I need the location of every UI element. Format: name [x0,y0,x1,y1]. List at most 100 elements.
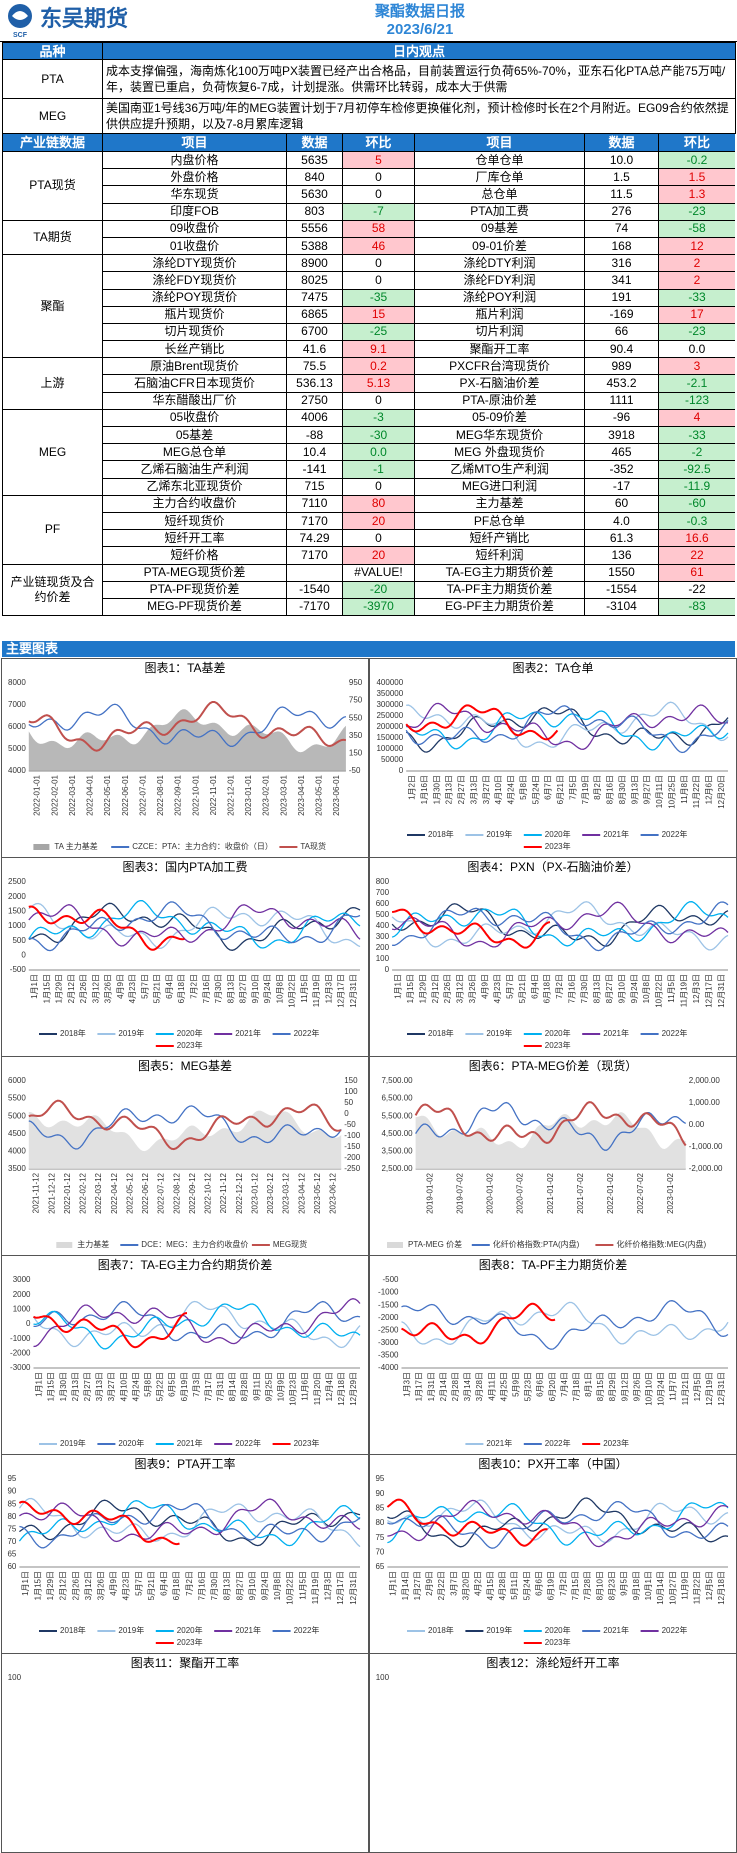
data-row: 乙烯石脑油生产利润 -141 -1 乙烯MTO生产利润 -352 -92.5 [3,460,735,479]
x-tick-label: 2023-04-12 [297,1172,306,1213]
y-tick-label: 100 [376,954,390,963]
x-tick-label: 3月27日 [107,1372,116,1401]
item-cell: TA-EG主力期货价差 [414,563,585,582]
data-row: MEG 05收盘价 4006 -3 05-09价差 -96 4 [2,408,735,496]
x-tick-label: 5月8日 [519,775,528,800]
change-cell: -83 [658,597,735,617]
x-tick-label: 7月17日 [204,1372,213,1401]
x-tick-label: 2022-11-01 [209,774,218,815]
y2-tick-label: -50 [349,766,361,775]
x-tick-label: 2020-01-02 [486,1172,495,1213]
y-tick-label: 5000 [8,744,26,753]
x-tick-label: 7月28日 [583,1571,592,1600]
item-cell: 05-09价差 [414,408,585,428]
y-tick-label: -3000 [10,1363,31,1372]
item-cell: 厂库仓单 [414,168,585,187]
x-tick-label: 5月7日 [140,974,149,999]
item-cell: 仓单仓单 [414,150,585,170]
legend-label: 2018年 [60,1625,86,1635]
change-cell: 22 [658,546,735,565]
value-cell: 5630 [286,185,343,204]
y-tick-label: 6000 [8,722,26,731]
value-cell: 5635 [286,150,343,170]
x-tick-label: 8月13日 [226,974,235,1003]
x-tick-label: 7月16日 [568,974,577,1003]
x-tick-label: 1月1日 [21,1571,30,1596]
x-tick-label: 6月6日 [535,1571,544,1596]
chart-title: 图表10：PX开工率（中国） [478,1456,627,1471]
x-tick-label: 7月5日 [568,775,577,800]
x-tick-label: 2021-12-12 [47,1172,56,1213]
data-row: 短纤开工率 74.29 0 短纤产销比 61.3 16.6 [3,529,735,548]
x-tick-label: 6月4日 [530,974,539,999]
legend-label: CZCE：PTA：主力合约：收盘价（日） [132,841,273,851]
change-cell: -60 [658,494,735,513]
x-tick-label: 12月4日 [325,1372,334,1401]
change-cell: 1.5 [658,168,735,187]
data-row: 短纤价格 7170 20 短纤利润 136 22 [3,546,735,565]
legend-label: 2018年 [428,829,454,839]
item-cell: PTA-MEG现货价差 [102,563,287,582]
x-tick-label: 1月16日 [420,775,429,804]
x-tick-label: 2022-08-01 [156,774,165,815]
legend-label: 2018年 [428,1625,454,1635]
change-cell: -0.2 [658,150,735,170]
x-tick-label: 2月13日 [445,775,454,804]
x-tick-label: 5月11日 [510,1571,519,1600]
x-tick-label: 5月21日 [153,974,162,1003]
x-tick-label: 1月15日 [47,1372,56,1401]
x-tick-label: 10月22日 [288,974,297,1008]
legend-label: 2021年 [486,1438,512,1448]
legend-label: 2020年 [545,829,571,839]
value-cell: 7170 [286,511,343,531]
legend-label: 2023年 [603,1438,629,1448]
group-cell: 上游 [2,357,103,410]
x-tick-label: 2019-07-02 [456,1172,465,1213]
x-tick-label: 11月19日 [312,974,321,1007]
change-cell: -33 [658,288,735,307]
chart-panel: 图表3：国内PTA加工费 2500 2000 1500 1000 500 0 -500 1月1日… [1,857,369,1057]
x-tick-label: 7月15日 [571,1571,580,1600]
x-tick-label: 7月18日 [572,1372,581,1401]
y2-tick-label: -100 [344,1131,361,1140]
series-line [33,1303,361,1350]
x-tick-label: 6月4日 [165,974,174,999]
series-line [28,703,347,747]
value-cell: -96 [584,408,659,428]
x-tick-label: 1月1日 [30,974,39,999]
x-tick-label: 1月30日 [59,1372,68,1401]
x-tick-label: 6月6日 [536,1372,545,1397]
item-cell: PX-石脑油价差 [414,374,585,393]
x-tick-label: 3月20日 [462,1571,471,1600]
value-cell: 840 [286,168,343,187]
x-tick-label: 12月20日 [717,775,726,809]
data-table: 产业链数据 项目 数据 环比 项目 数据 环比 PTA现货 内盘价格 5635 5 仓单仓单 10.0-… [2,133,735,617]
x-tick-label: 7月3日 [192,1372,201,1397]
y-tick-label: 600 [376,899,390,908]
y-tick-label: 1500 [8,906,26,915]
y-tick-label: 5,500.00 [381,1111,413,1120]
value-cell [286,563,343,582]
x-tick-label: 2月27日 [83,1372,92,1401]
item-cell: 涤纶FDY利润 [414,271,585,290]
y-tick-label: 400 [376,921,390,930]
item-cell: TA-PF主力期货价差 [414,580,585,599]
x-tick-label: 2023-05-01 [315,774,324,815]
series-line [33,1300,361,1342]
x-tick-label: 2022-12-12 [235,1172,244,1213]
legend-label: 2022年 [662,829,688,839]
value-cell: -3104 [584,597,659,617]
chart-panel: 图表7：TA-EG主力合约期货价差 3000 2000 1000 0 -1000 -2000… [1,1255,369,1455]
x-tick-label: 4月23日 [128,974,137,1003]
y-tick-label: 6,500.00 [381,1094,413,1103]
legend-label: 2018年 [428,1028,454,1038]
value-cell: -169 [584,305,659,324]
x-tick-label: 9月13日 [630,775,639,804]
item-cell: 长丝产销比 [102,340,287,359]
data-row: 印度FOB 803 -7 PTA加工费 276 -23 [3,202,735,221]
item-cell: 涤纶DTY现货价 [102,254,287,273]
item-cell: 涤纶POY现货价 [102,288,287,307]
chart-panel: 图表10：PX开工率（中国） 95 90 85 80 75 70 65 1月1日 1月14日 1月2… [369,1454,737,1654]
legend-label: 2023年 [177,1040,203,1050]
